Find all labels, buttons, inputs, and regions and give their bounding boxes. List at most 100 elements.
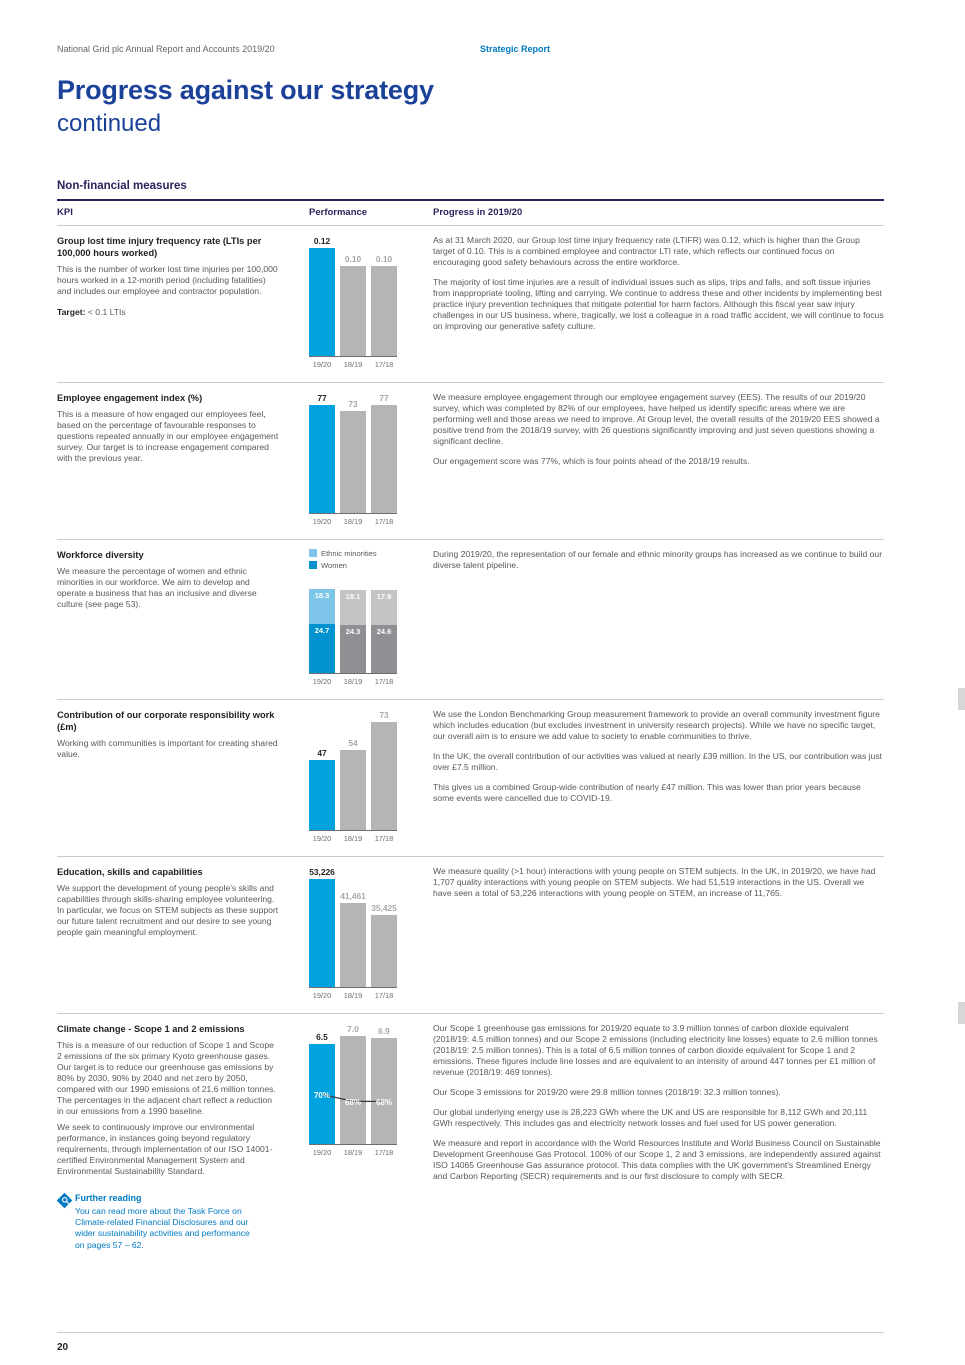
axis-category-labels: 19/20 18/19 17/18 [309, 1148, 397, 1157]
bar-value-label: 0.12 [313, 235, 331, 246]
legend-swatch [309, 549, 317, 558]
bar-value-label: 7.0 [347, 1023, 359, 1034]
chart-plot: 18.3 24.7 18.1 24.3 17.9 24.6 [309, 576, 397, 674]
axis-category-label: 17/18 [374, 359, 394, 369]
kpi-row-engagement: Employee engagement index (%) This is a … [57, 383, 884, 540]
bar-column: 6.5 70% [309, 1032, 335, 1144]
kpi-title: Education, skills and capabilities [57, 866, 203, 877]
bar [371, 265, 397, 356]
axis-category-labels: 19/20 18/19 17/18 [309, 517, 397, 526]
kpi-description: We support the development of young peop… [57, 882, 279, 937]
axis-category-label: 18/19 [343, 1147, 363, 1157]
chart-plot: 53,226 41,461 35,425 [309, 866, 397, 988]
bar: 18.3 24.7 [309, 588, 335, 673]
progress-paragraph: Our engagement score was 77%, which is f… [433, 455, 750, 466]
magnifier-icon [57, 1193, 75, 1211]
bar-column: 47 [309, 748, 335, 830]
bar-column: 54 [340, 738, 366, 830]
bar-value-label: 35,425 [371, 902, 397, 913]
performance-cell: 77 73 77 19/20 18/19 17/18 [309, 392, 419, 526]
section-label: Strategic Report [480, 44, 551, 54]
axis-category-label: 18/19 [343, 516, 363, 526]
bar-segment: 24.7 [309, 624, 335, 673]
bar-value-label: 47 [317, 747, 327, 758]
legend-item: Ethnic minorities [309, 549, 397, 558]
chart-legend: Ethnic minorities Women [309, 549, 397, 570]
bar-column: 35,425 [371, 903, 397, 987]
bar: 70% [309, 1043, 335, 1144]
bar: 68% [371, 1037, 397, 1144]
page-title: Progress against our strategy [57, 75, 434, 105]
column-header-kpi: KPI [57, 206, 73, 218]
page-edge-tab [958, 1002, 965, 1024]
kpi-title: Group lost time injury frequency rate (L… [57, 235, 262, 258]
page-edge-tab [958, 688, 965, 710]
progress-paragraph: During 2019/20, the representation of ou… [433, 548, 883, 570]
progress-cell: During 2019/20, the representation of ou… [433, 549, 884, 686]
bar-column: 0.10 [340, 254, 366, 356]
bar-segment: 18.3 [309, 588, 335, 625]
bar-value-label: 6.9 [378, 1025, 390, 1036]
performance-cell: Ethnic minorities Women 18.3 24.7 18.1 24.3 17… [309, 549, 419, 686]
axis-category-label: 18/19 [343, 676, 363, 686]
bar-column: 77 [309, 393, 335, 513]
bar-segment: 18.1 [340, 589, 366, 626]
segment-label: 18.3 [314, 590, 330, 600]
kpi-row-responsibility: Contribution of our corporate responsibi… [57, 700, 884, 857]
progress-paragraph: In the UK, the overall contribution of o… [433, 750, 883, 772]
bar [309, 247, 335, 356]
further-reading: Further reading You can read more about … [57, 1193, 281, 1251]
axis-category-label: 18/19 [343, 833, 363, 843]
climate-bar-chart: 6.5 70% 7.0 68% 6.9 68% 19/20 18/19 17/18 [309, 1023, 397, 1157]
bar-segment: 24.3 [340, 625, 366, 673]
bar-value-label: 77 [317, 392, 327, 403]
kpi-title: Contribution of our corporate responsibi… [57, 709, 275, 732]
bar [340, 265, 366, 356]
bar: 17.9 24.6 [371, 589, 397, 673]
bar-column: 18.1 24.3 [340, 589, 366, 673]
segment-label: 24.3 [345, 627, 361, 637]
performance-cell: 0.12 0.10 0.10 19/20 18/19 17/18 [309, 235, 419, 369]
lti-bar-chart: 0.12 0.10 0.10 19/20 18/19 17/18 [309, 235, 397, 369]
bar-column: 41,461 [340, 891, 366, 987]
progress-cell: We measure quality (>1 hour) interaction… [433, 866, 884, 1000]
axis-category-label: 17/18 [374, 516, 394, 526]
axis-category-label: 17/18 [374, 833, 394, 843]
progress-paragraph: We measure employee engagement through o… [433, 391, 880, 446]
chart-plot: 77 73 77 [309, 392, 397, 514]
progress-paragraph: Our global underlying energy use is 28,2… [433, 1106, 868, 1128]
bar [340, 749, 366, 830]
axis-category-labels: 19/20 18/19 17/18 [309, 677, 397, 686]
target-value: < 0.1 LTIs [85, 306, 126, 317]
bar-inner-label: 68% [344, 1097, 361, 1107]
performance-cell: 53,226 41,461 35,425 19/20 18/19 17/18 [309, 866, 419, 1000]
chart-plot: 47 54 73 [309, 709, 397, 831]
running-head: National Grid plc Annual Report and Acco… [57, 44, 275, 54]
axis-category-labels: 19/20 18/19 17/18 [309, 991, 397, 1000]
bar-inner-label: 68% [375, 1097, 392, 1107]
kpi-description: This is the number of worker lost time i… [57, 263, 278, 296]
section-title: Non-financial measures [57, 180, 884, 201]
axis-category-label: 19/20 [312, 1147, 332, 1157]
kpi-description: This is a measure of our reduction of Sc… [57, 1039, 276, 1116]
bar-column: 73 [371, 710, 397, 830]
legend-swatch [309, 561, 317, 570]
bar [340, 902, 366, 987]
segment-label: 24.7 [314, 626, 330, 636]
bar-segment: 24.6 [371, 624, 397, 673]
kpi-description: This is a measure of how engaged our emp… [57, 408, 279, 463]
progress-cell: As at 31 March 2020, our Group lost time… [433, 235, 884, 369]
bar-value-label: 73 [379, 709, 389, 720]
further-reading-body: Further reading You can read more about … [75, 1193, 253, 1251]
bar: 18.1 24.3 [340, 589, 366, 673]
bar-column: 0.10 [371, 254, 397, 356]
bar-value-label: 53,226 [309, 866, 335, 877]
progress-cell: We measure employee engagement through o… [433, 392, 884, 526]
axis-category-labels: 19/20 18/19 17/18 [309, 360, 397, 369]
bar-value-label: 0.10 [375, 253, 393, 264]
axis-category-label: 18/19 [343, 359, 363, 369]
bar-column: 6.9 68% [371, 1026, 397, 1144]
trend-line [321, 1093, 384, 1102]
segment-label: 17.9 [376, 591, 392, 601]
progress-paragraph: We use the London Benchmarking Group mea… [433, 708, 880, 741]
